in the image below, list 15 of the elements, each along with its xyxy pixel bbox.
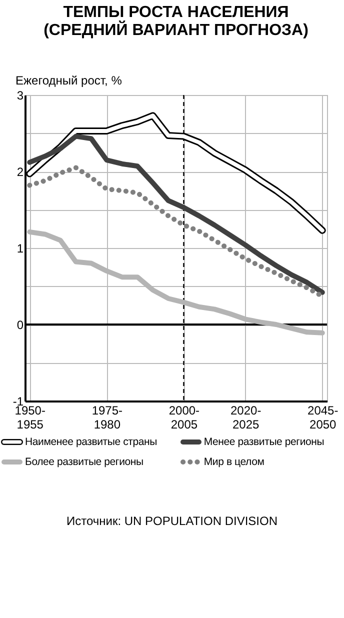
legend-label: Мир в целом <box>204 456 264 468</box>
y-tick-label: 0 <box>16 318 24 332</box>
y-axis-title: Ежегодный рост, % <box>16 74 122 88</box>
x-tick-label: 2020-2025 <box>230 404 262 432</box>
legend-label: Наименее развитые страны <box>25 436 157 448</box>
x-tick-label: 2000-2005 <box>168 404 200 432</box>
legend-label: Менее развитые регионы <box>204 436 324 448</box>
text: Источник: UN POPULATION DIVISION <box>65 514 279 528</box>
chart-title: ТЕМПЫ РОСТА НАСЕЛЕНИЯ (СРЕДНИЙ ВАРИАНТ ПРОГНОЗА) <box>44 4 308 39</box>
x-tick-label: 1975-1980 <box>92 404 123 432</box>
x-tick-label: 2045-2050 <box>308 404 338 432</box>
y-tick-label: 1 <box>16 242 24 256</box>
y-tick-label: 3 <box>16 88 24 102</box>
legend-label: Более развитые регионы <box>25 456 144 468</box>
y-tick-label: 2 <box>16 165 24 179</box>
